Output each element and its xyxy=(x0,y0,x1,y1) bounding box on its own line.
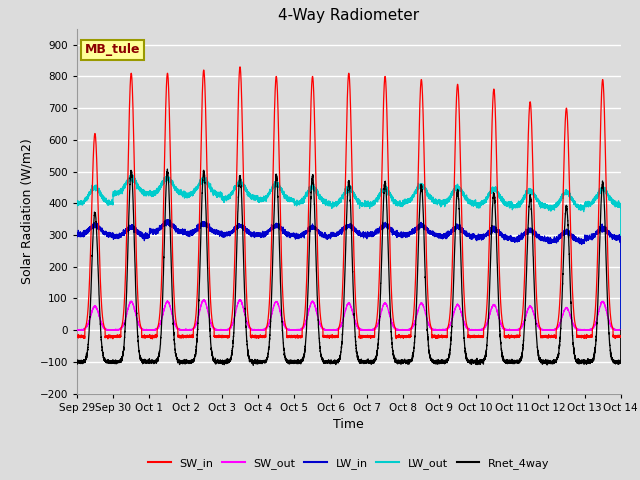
Title: 4-Way Radiometer: 4-Way Radiometer xyxy=(278,9,419,24)
Text: MB_tule: MB_tule xyxy=(85,43,140,56)
Legend: SW_in, SW_out, LW_in, LW_out, Rnet_4way: SW_in, SW_out, LW_in, LW_out, Rnet_4way xyxy=(144,454,554,474)
X-axis label: Time: Time xyxy=(333,418,364,431)
Y-axis label: Solar Radiation (W/m2): Solar Radiation (W/m2) xyxy=(21,138,34,284)
